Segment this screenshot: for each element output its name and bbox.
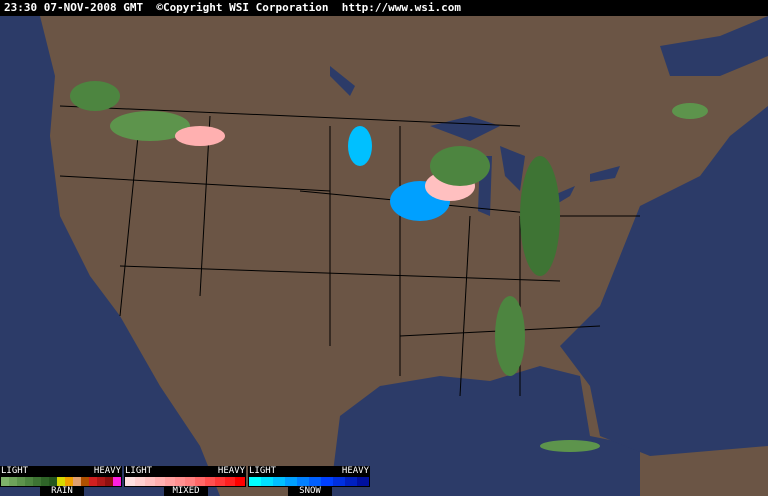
legend-swatch xyxy=(57,477,65,486)
state-borders xyxy=(59,105,640,397)
legend-swatch xyxy=(33,477,41,486)
legend-swatch xyxy=(125,477,135,486)
legend-swatch xyxy=(195,477,205,486)
legend-light-label: LIGHT xyxy=(1,466,29,476)
legend-swatch xyxy=(235,477,245,486)
lake-winnipeg xyxy=(330,66,355,96)
legend-swatch xyxy=(81,477,89,486)
legend-swatch xyxy=(145,477,155,486)
legend-swatch xyxy=(225,477,235,486)
legend-swatch xyxy=(89,477,97,486)
gulf-of-mexico xyxy=(330,366,640,496)
atlantic-ocean xyxy=(560,106,768,456)
lake-superior xyxy=(430,116,500,141)
legend-swatch xyxy=(49,477,57,486)
legend-swatch xyxy=(105,477,113,486)
legend-swatch xyxy=(1,477,9,486)
us-map xyxy=(0,16,768,496)
legend-swatch xyxy=(273,477,285,486)
legend-swatch xyxy=(215,477,225,486)
legend-swatch xyxy=(113,477,121,486)
legend-light-label: LIGHT xyxy=(249,466,277,476)
legend-name: MIXED xyxy=(164,486,208,496)
radar-echoes xyxy=(70,81,708,452)
legend-heavy-label: HEAVY xyxy=(93,466,121,476)
gulf-st-lawrence xyxy=(660,16,768,76)
legend-swatch xyxy=(175,477,185,486)
legend-swatch xyxy=(309,477,321,486)
legend-swatch xyxy=(73,477,81,486)
legend-swatch xyxy=(97,477,105,486)
legend-swatch xyxy=(25,477,33,486)
ocean xyxy=(0,16,768,496)
legend-swatch xyxy=(155,477,165,486)
legend-heavy-label: HEAVY xyxy=(341,466,369,476)
legend-swatch xyxy=(285,477,297,486)
legend-name: SNOW xyxy=(288,486,332,496)
legend-heavy-label: HEAVY xyxy=(217,466,245,476)
lake-huron xyxy=(500,146,525,191)
legend-swatch xyxy=(65,477,73,486)
legend-color-bar xyxy=(124,476,246,487)
legend-swatch xyxy=(205,477,215,486)
legend-color-bar xyxy=(248,476,370,487)
legend-mixed: LIGHT HEAVY MIXED xyxy=(124,466,246,496)
legend-swatch xyxy=(9,477,17,486)
legend-swatch xyxy=(261,477,273,486)
pacific-ocean xyxy=(0,16,220,496)
legend-swatch xyxy=(41,477,49,486)
legend-swatch xyxy=(357,477,369,486)
legend-snow: LIGHT HEAVY SNOW xyxy=(248,466,370,496)
legend-swatch xyxy=(135,477,145,486)
legend-swatch xyxy=(321,477,333,486)
legend-swatch xyxy=(185,477,195,486)
lake-ontario xyxy=(590,166,620,182)
legend-swatch xyxy=(165,477,175,486)
legend-light-label: LIGHT xyxy=(125,466,153,476)
legend-swatch xyxy=(249,477,261,486)
legend-rain: LIGHT HEAVY RAIN xyxy=(0,466,122,496)
legend-swatch xyxy=(297,477,309,486)
legend-swatch xyxy=(333,477,345,486)
legend-swatch xyxy=(345,477,357,486)
legend-swatch xyxy=(17,477,25,486)
legend-name: RAIN xyxy=(40,486,84,496)
timestamp-header: 23:30 07-NOV-2008 GMT ©Copyright WSI Cor… xyxy=(0,0,768,16)
